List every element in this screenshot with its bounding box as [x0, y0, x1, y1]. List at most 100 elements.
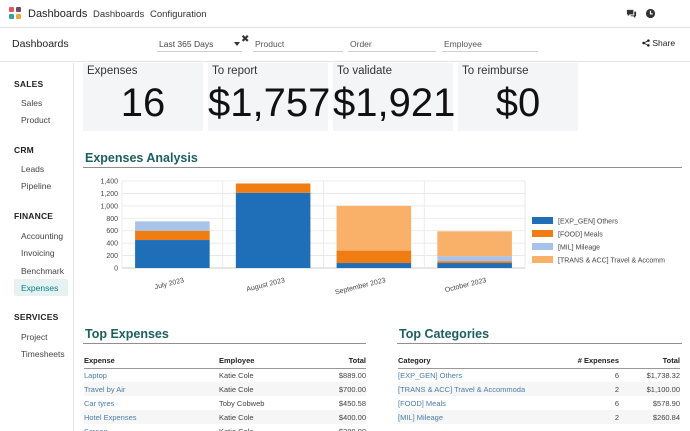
y-tick-label: 1,200: [100, 191, 118, 198]
sidebar-item-project[interactable]: Project: [21, 332, 48, 342]
kpi-to-validate[interactable]: To validate $1,921: [333, 63, 455, 131]
y-tick-label: 400: [106, 241, 118, 248]
menu-configuration[interactable]: Configuration: [150, 9, 207, 20]
sidebar-item-leads[interactable]: Leads: [21, 164, 45, 174]
kpi-to-reimburse[interactable]: To reimburse $0: [458, 63, 578, 131]
kpi-value: $1,757: [208, 81, 331, 125]
bar-segment[interactable]: [437, 231, 512, 257]
sidebar-item-expenses[interactable]: Expenses: [14, 279, 68, 296]
sidebar-section-services: SERVICES: [14, 312, 59, 322]
top-categories-title: Top Categories: [399, 327, 490, 341]
bar-segment[interactable]: [437, 261, 512, 264]
kpi-label: To validate: [337, 65, 392, 77]
bar-segment[interactable]: [235, 192, 311, 268]
table-row[interactable]: Car tyres Toby Cobweb $450.58: [84, 396, 366, 410]
column-header[interactable]: Total: [309, 354, 366, 369]
y-tick-label: 800: [106, 216, 118, 223]
table-cell: 6: [614, 370, 619, 380]
product-filter-input[interactable]: Product: [253, 35, 343, 52]
expenses-analysis-chart[interactable]: 0 200 400 600 800 1,000 1,200 1,400 July 2023 Aug…: [84, 173, 684, 303]
share-label: Share: [652, 38, 676, 48]
y-tick-label: 1,400: [100, 179, 118, 186]
table-cell: Hotel Expenses: [84, 410, 219, 424]
bar-segment[interactable]: [135, 230, 210, 241]
page-title: Dashboards: [12, 38, 69, 50]
bar-segment[interactable]: [336, 250, 412, 264]
table-row[interactable]: [FOOD] Meals 6 $578.90: [398, 396, 680, 410]
table-row[interactable]: Hotel Expenses Katie Cole $400.00: [84, 410, 366, 424]
menu-dashboards[interactable]: Dashboards: [93, 9, 145, 20]
table-cell: $400.00: [309, 410, 366, 424]
table-row[interactable]: [MIL] Mileage 2 $260.84: [398, 410, 680, 424]
sidebar-section-finance: FINANCE: [14, 211, 54, 221]
legend-swatch: [532, 243, 553, 250]
bar-segment[interactable]: [235, 183, 311, 193]
top-expenses-table: Expense Employee Total Laptop Katie Cole $…: [84, 354, 366, 431]
table-cell: Travel by Air: [84, 382, 219, 396]
clear-filter-icon[interactable]: ✖: [241, 34, 250, 45]
column-header[interactable]: Total: [619, 354, 680, 369]
sidebar-section-crm: CRM: [14, 145, 34, 155]
clock-icon[interactable]: [645, 8, 656, 19]
employee-filter-input[interactable]: Employee: [442, 35, 538, 52]
x-tick-label: September 2023: [334, 277, 386, 296]
table-row[interactable]: [EXP_GEN] Others 6 $1,738.32: [398, 368, 680, 382]
chevron-down-icon: [234, 42, 240, 46]
kpi-label: To report: [212, 65, 258, 77]
column-header[interactable]: Employee: [219, 354, 309, 369]
legend-swatch: [532, 217, 553, 224]
table-cell: [TRANS & ACC] Travel & Accommoda: [398, 382, 553, 396]
table-row[interactable]: Laptop Katie Cole $889.00: [84, 368, 366, 382]
apps-menu-icon[interactable]: [9, 7, 22, 20]
table-cell: [EXP_GEN] Others: [398, 370, 463, 380]
sidebar-item-invoicing[interactable]: Invoicing: [21, 248, 55, 258]
column-header[interactable]: Expense: [84, 354, 219, 369]
table-cell: Katie Cole: [219, 426, 254, 431]
legend-swatch: [532, 230, 553, 237]
sidebar-item-accounting[interactable]: Accounting: [21, 231, 64, 241]
y-tick-label: 200: [106, 253, 118, 260]
column-header[interactable]: Category: [398, 354, 553, 369]
bar-segment[interactable]: [135, 240, 210, 268]
table-cell: 2: [553, 382, 619, 396]
table-cell: Katie Cole: [219, 382, 309, 396]
table-cell: 6: [614, 398, 619, 408]
sidebar-item-timesheets[interactable]: Timesheets: [21, 349, 65, 359]
sidebar-item-product[interactable]: Product: [21, 115, 51, 125]
bar-segment[interactable]: [336, 263, 412, 268]
period-value: Last 365 Days: [159, 39, 214, 49]
top-categories-table: Category # Expenses Total [EXP_GEN] Othe…: [398, 354, 680, 424]
table-row[interactable]: Travel by Air Katie Cole $700.00: [84, 382, 366, 396]
table-cell: $889.00: [338, 370, 366, 380]
legend-entry: [TRANS & ACC] Travel & Accomm: [558, 258, 665, 265]
table-cell: $578.90: [652, 398, 680, 408]
kpi-to-report[interactable]: To report $1,757: [208, 63, 331, 131]
share-button[interactable]: Share: [642, 38, 675, 48]
kpi-expenses[interactable]: Expenses 16: [83, 63, 203, 131]
sidebar-item-pipeline[interactable]: Pipeline: [21, 181, 52, 191]
period-select[interactable]: Last 365 Days: [157, 35, 242, 52]
top-expenses-title: Top Expenses: [85, 327, 169, 341]
table-row[interactable]: Screen Katie Cole $289.00: [84, 424, 366, 431]
sidebar: SALES Sales Product CRM Leads Pipeline F…: [0, 63, 74, 431]
table-cell: Toby Cobweb: [219, 398, 265, 408]
order-filter-input[interactable]: Order: [348, 35, 436, 52]
sidebar-item-benchmark[interactable]: Benchmark: [21, 266, 64, 276]
chat-icon[interactable]: [626, 8, 637, 19]
table-cell: $1,100.00: [619, 382, 680, 396]
section-divider: [83, 167, 682, 168]
bar-segment[interactable]: [437, 256, 512, 262]
table-cell: $260.84: [619, 410, 680, 424]
bar-segment[interactable]: [135, 221, 210, 231]
y-tick-label: 1,000: [100, 203, 118, 210]
column-header[interactable]: # Expenses: [553, 354, 619, 369]
table-cell: Katie Cole: [219, 370, 254, 380]
bar-segment[interactable]: [437, 263, 512, 268]
table-row[interactable]: [TRANS & ACC] Travel & Accommoda 2 $1,100.…: [398, 382, 680, 396]
legend-swatch: [532, 256, 553, 263]
table-cell: [FOOD] Meals: [398, 398, 446, 408]
table-cell: [MIL] Mileage: [398, 410, 553, 424]
bar-segment[interactable]: [336, 205, 412, 251]
app-brand[interactable]: Dashboards: [28, 8, 88, 20]
sidebar-item-sales[interactable]: Sales: [21, 98, 43, 108]
